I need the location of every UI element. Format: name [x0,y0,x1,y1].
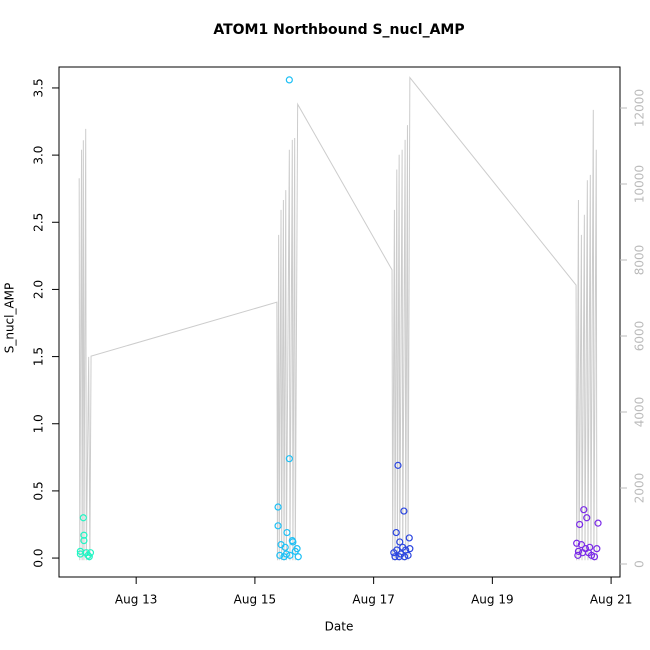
data-point [574,547,583,555]
data-point [400,553,409,561]
data-point [293,545,301,553]
y-tick-label: 3.5 [32,78,46,97]
y2-tick-label: 0 [633,560,647,568]
y2-tick-label: 8000 [633,245,647,276]
data-point [76,550,84,558]
data-point [395,553,403,561]
data-point [400,507,408,515]
y-tick-label: 1.5 [32,347,46,366]
data-point [394,461,402,469]
data-point [594,519,602,527]
y-axis-label: S_nucl_AMP [3,283,17,354]
data-point [392,528,400,537]
y-tick-label: 0.0 [32,549,46,568]
data-point [80,531,88,539]
data-point [274,503,282,511]
data-point [391,553,399,561]
data-point [393,546,401,554]
y-tick-label: 2.5 [32,213,46,232]
data-point [583,514,591,522]
chart-title: ATOM1 Northbound S_nucl_AMP [213,22,464,38]
y2-tick-label: 12000 [633,89,647,127]
data-point [574,551,582,559]
x-tick-label: Aug 19 [471,593,514,607]
data-point [79,514,87,522]
data-point [283,528,291,537]
data-point [576,520,584,529]
data-point [285,455,293,463]
data-point [294,553,302,561]
data-point [274,522,282,530]
data-point [86,549,95,557]
y2-tick-label: 10000 [633,165,647,203]
data-point [396,538,404,546]
data-point [586,543,594,551]
x-tick-label: Aug 13 [115,593,158,607]
y-tick-label: 2.0 [32,280,46,299]
data-point [282,550,290,558]
data-point [285,76,293,84]
data-point [286,551,294,559]
plot-box [58,66,621,578]
data-point [80,537,88,545]
data-point [577,541,586,549]
data-point [580,506,588,514]
data-point [281,543,289,551]
y-tick-label: 0.5 [32,481,46,500]
x-tick-label: Aug 17 [352,593,395,607]
x-tick-label: Aug 15 [234,593,277,607]
data-point [406,545,414,553]
x-axis-label: Date [325,620,354,634]
y2-tick-label: 6000 [633,321,647,352]
data-point [590,553,599,561]
data-point [593,545,601,553]
data-point [85,553,93,561]
y-tick-label: 3.0 [32,146,46,165]
data-point [573,539,581,547]
data-point [289,538,297,546]
data-line [78,76,598,561]
x-tick-label: Aug 21 [590,593,633,607]
y2-tick-label: 4000 [633,397,647,428]
data-point [404,551,412,559]
y2-tick-label: 2000 [633,473,647,504]
data-point [405,534,413,542]
y-tick-label: 1.0 [32,414,46,433]
data-point [276,551,284,559]
